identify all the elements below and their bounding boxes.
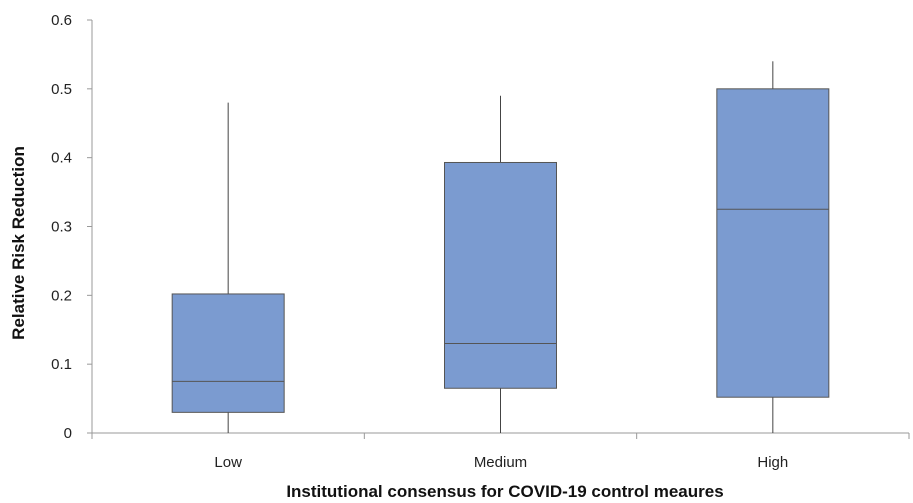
y-tick-label: 0.3 (51, 219, 72, 236)
x-tick-label: Medium (474, 454, 527, 471)
y-tick-label: 0.5 (51, 81, 72, 98)
y-tick-label: 0.6 (51, 12, 72, 29)
axes (87, 19, 910, 439)
tick-labels: 0 0.1 0.2 0.3 0.4 0.5 0.6 Low Medium High (51, 12, 788, 471)
y-tick-label: 0.1 (51, 356, 72, 373)
y-axis-title: Relative Risk Reduction (9, 146, 28, 340)
boxes (171, 61, 830, 433)
iqr-box (444, 161, 557, 389)
box-high (716, 61, 830, 433)
box-medium (444, 95, 557, 433)
y-tick-label: 0.2 (51, 287, 72, 304)
iqr-box (716, 88, 830, 398)
y-tick-label: 0.4 (51, 150, 72, 167)
x-axis-title: Institutional consensus for COVID-19 con… (286, 482, 723, 501)
x-tick-label: High (757, 454, 788, 471)
y-tick-label: 0 (64, 425, 72, 442)
x-tick-label: Low (214, 454, 242, 471)
box-low (171, 102, 285, 433)
iqr-box (171, 293, 285, 413)
